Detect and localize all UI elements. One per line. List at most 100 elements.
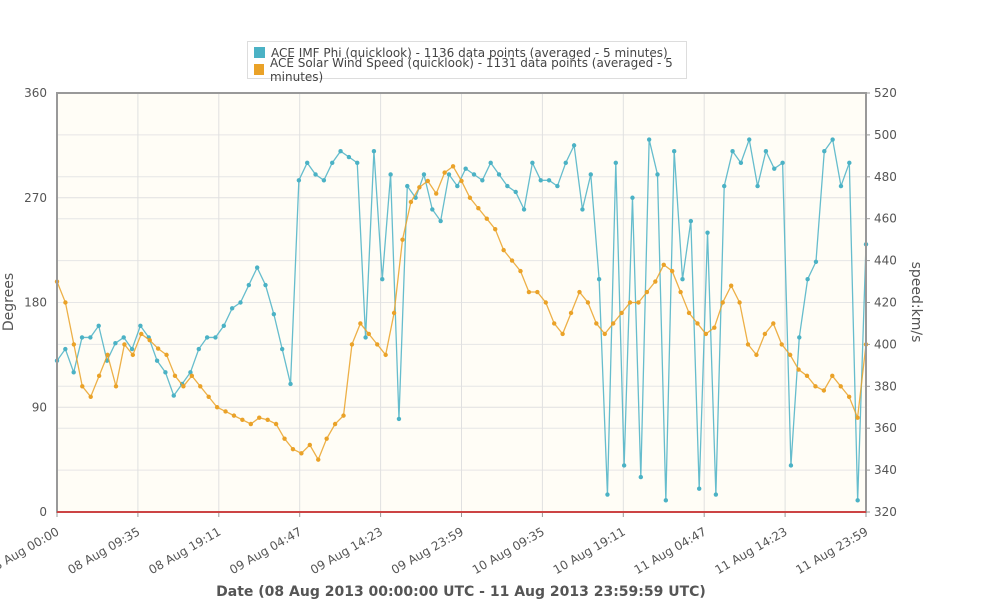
data-point-speed <box>349 342 355 347</box>
data-point-phi <box>797 335 802 340</box>
data-point-speed <box>543 300 548 305</box>
legend-label-speed: ACE Solar Wind Speed (quicklook) - 1131 … <box>269 55 673 84</box>
x-tick-label: 11 Aug 14:23 <box>713 524 790 577</box>
data-point-phi <box>680 277 685 282</box>
data-point-phi <box>71 370 76 375</box>
data-point-phi <box>505 183 510 189</box>
data-point-phi <box>638 474 644 480</box>
data-point-speed <box>737 300 742 305</box>
x-tick-label: 09 Aug 23:59 <box>389 524 466 577</box>
data-point-phi <box>738 160 744 166</box>
data-point-speed <box>189 373 195 379</box>
data-point-speed <box>728 283 734 288</box>
data-point-speed <box>358 321 363 326</box>
data-point-phi <box>163 370 168 375</box>
data-point-phi <box>371 148 377 154</box>
data-point-phi <box>171 393 176 398</box>
data-point-speed <box>526 289 532 295</box>
data-point-phi <box>338 148 343 154</box>
y-tick-label: 270 <box>24 191 47 205</box>
y2-tick-label: 520 <box>874 86 897 100</box>
legend-item-speed[interactable]: ACE Solar Wind Speed (quicklook) - 1131 … <box>254 56 686 84</box>
data-point-speed <box>316 457 321 462</box>
data-point-speed <box>400 237 405 242</box>
data-point-phi <box>446 172 452 177</box>
y2-axis-title: speed:km/s <box>908 262 924 343</box>
data-point-phi <box>296 178 302 183</box>
data-point-phi <box>521 207 527 212</box>
data-point-speed <box>745 342 751 347</box>
data-point-phi <box>204 335 210 340</box>
data-point-speed <box>408 199 414 205</box>
data-point-phi <box>279 346 285 352</box>
data-point-phi <box>305 160 310 166</box>
data-point-speed <box>248 421 254 427</box>
data-point-speed <box>771 321 776 326</box>
data-point-speed <box>290 446 296 452</box>
y-tick-label: 360 <box>24 86 47 100</box>
data-point-speed <box>139 331 144 337</box>
data-point-speed <box>838 384 843 389</box>
data-point-phi <box>321 178 327 183</box>
data-point-phi <box>621 463 627 468</box>
y2-tick-label: 360 <box>874 421 897 435</box>
data-point-phi <box>830 137 835 142</box>
data-point-speed <box>678 289 683 295</box>
data-point-phi <box>555 183 560 189</box>
data-point-speed <box>577 289 582 295</box>
data-point-speed <box>307 442 313 448</box>
data-point-phi <box>688 218 694 224</box>
data-point-speed <box>804 373 810 379</box>
data-point-phi <box>772 166 777 171</box>
data-point-speed <box>653 279 658 284</box>
data-point-speed <box>459 178 464 184</box>
data-point-phi <box>671 148 677 154</box>
data-point-phi <box>646 137 652 142</box>
data-point-phi <box>763 148 769 154</box>
x-tick-label: 08 Aug 09:35 <box>65 524 142 577</box>
data-point-speed <box>147 338 152 343</box>
data-point-speed <box>223 409 228 414</box>
data-point-speed <box>602 331 607 337</box>
y-axis-title: Degrees <box>1 273 17 331</box>
data-point-phi <box>330 160 335 166</box>
y2-tick-label: 400 <box>874 337 897 351</box>
y2-tick-label: 500 <box>874 128 897 142</box>
data-point-speed <box>467 195 473 200</box>
data-point-speed <box>813 384 818 389</box>
y2-tick-label: 380 <box>874 379 897 393</box>
gridlines <box>56 92 867 513</box>
data-point-speed <box>501 247 506 253</box>
data-point-speed <box>535 289 540 295</box>
data-point-speed <box>324 436 329 441</box>
data-point-phi <box>313 172 318 177</box>
data-point-speed <box>568 310 574 316</box>
data-point-speed <box>332 421 338 427</box>
data-point-phi <box>129 346 135 352</box>
data-point-phi <box>630 195 635 200</box>
data-point-phi <box>263 282 268 288</box>
data-point-speed <box>417 185 422 190</box>
data-point-phi <box>855 498 860 503</box>
data-point-speed <box>686 310 692 316</box>
data-point-speed <box>198 384 203 389</box>
data-point-speed <box>712 325 717 330</box>
data-point-speed <box>787 352 793 358</box>
x-tick-label: 11 Aug 23:59 <box>793 524 870 577</box>
legend-item-phi[interactable]: ACE IMF Phi (quicklook) - 1136 data poin… <box>254 44 686 61</box>
legend-swatch-speed <box>254 64 264 75</box>
data-point-phi <box>138 323 143 328</box>
y2-tick-label: 320 <box>874 505 897 519</box>
data-point-phi <box>221 323 227 328</box>
data-point-speed <box>830 373 835 379</box>
legend: ACE IMF Phi (quicklook) - 1136 data poin… <box>247 41 687 84</box>
data-point-speed <box>434 191 439 196</box>
y-tick-label: 0 <box>39 505 47 519</box>
data-point-speed <box>442 170 447 175</box>
data-point-phi <box>463 166 468 171</box>
y2-tick-label: 440 <box>874 254 897 268</box>
data-point-speed <box>214 405 220 410</box>
data-point-phi <box>546 178 552 183</box>
data-point-phi <box>613 160 618 166</box>
data-point-speed <box>703 331 709 337</box>
